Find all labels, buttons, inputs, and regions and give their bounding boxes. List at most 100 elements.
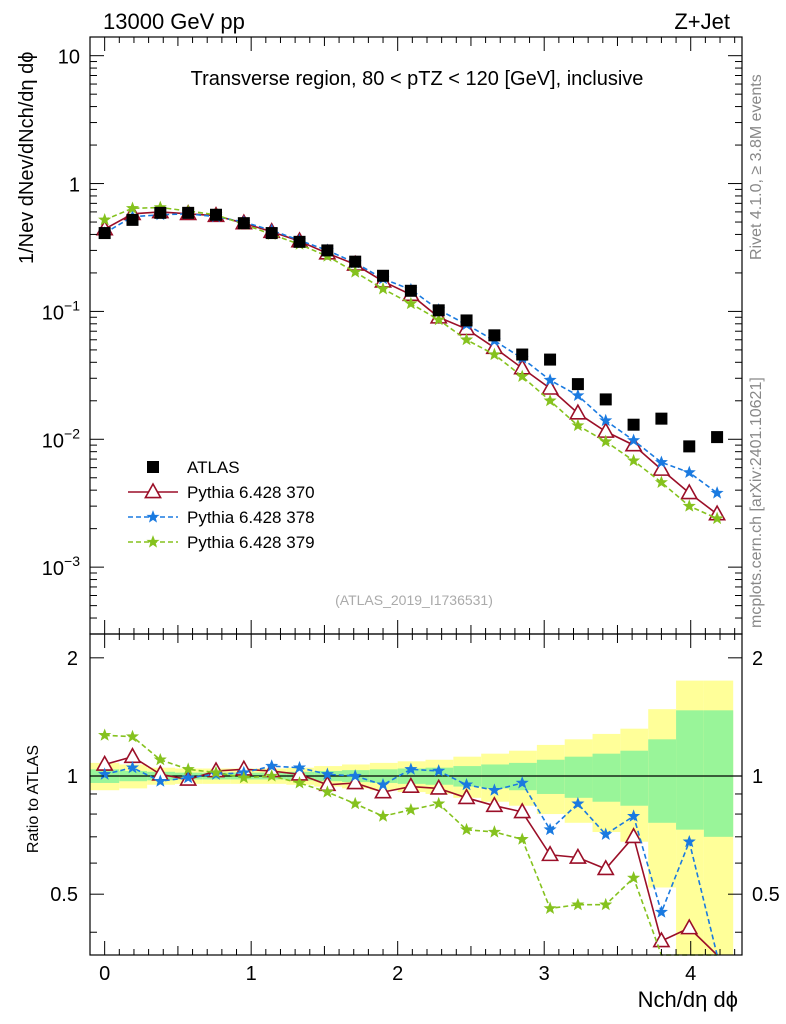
ratio-series-1-point [320,767,334,780]
main-series-0-point [98,227,111,240]
ratio-series-0-point [513,802,532,819]
ratio-y-tick-label-left: 1 [67,766,78,788]
ratio-series-1-point [543,822,557,836]
main-series-0-point [460,314,473,327]
ratio-series-1-point [292,760,307,774]
ratio-series-0-point [652,931,671,948]
ratio-series-2-point [98,728,112,741]
ratio-series-2-point [209,765,223,779]
ratio-y-axis-label: Ratio to ATLAS [25,745,42,853]
main-series-3-point [487,347,501,361]
legend-marker-atlas [147,461,159,473]
legend-label-0: ATLAS [187,458,240,477]
main-series-3-point [98,213,112,226]
main-series-3-point [404,296,418,310]
main-series-3-point [125,201,140,214]
ratio-bands [90,680,734,955]
ratio-series-0-point [374,782,392,799]
main-series-0-point [544,353,557,366]
ratio-series-2-point [153,752,167,766]
main-series-3-point [710,511,724,525]
main-series-2-point [710,486,724,499]
ratio-series-0-point [624,827,643,844]
main-series-0-point [126,213,139,226]
ratio-series-2-point [432,796,446,810]
ratio-x-axis-label: Nch/dη dϕ [638,987,738,1012]
main-panel: 10−3 10−2 10−1 1 10 Transverse region, 80 < … [16,36,743,635]
main-series-0-point [321,244,334,257]
ratio-series-0-point [485,796,504,813]
main-series-3-point [376,282,390,295]
main-y-tick-label: 10 [58,47,80,69]
ratio-series-1-point [487,783,501,796]
ratio-series-2-point [292,776,307,789]
ratio-band-inner [676,710,704,830]
ratio-series-0-point [346,773,365,790]
main-series-1-point [680,483,699,500]
process-label: Z+Jet [674,9,730,34]
ratio-series-0-point [123,747,142,764]
main-series-3-point [543,393,557,407]
ratio-band-inner [620,750,649,806]
main-series-0-point [432,304,445,317]
ratio-series-2-point [627,871,641,884]
ratio-series-1-point [125,760,140,774]
ratio-frame [89,633,743,956]
ratio-series-1-point [98,767,112,780]
main-series-3-point [515,369,529,382]
ratio-series-1-point [682,834,696,848]
main-series-0-point [293,235,306,248]
ratio-series-2-point [571,897,585,911]
main-series-0-point [182,206,195,219]
main-series-3-point [348,265,362,278]
ratio-y-tick-label-left: 0.5 [50,884,78,906]
ratio-series-2-point [515,832,529,845]
ratio-series-2-point [404,802,418,816]
ratio-series-2-point [125,729,140,743]
ratio-x-tick-label: 3 [539,963,550,985]
ratio-series-2-point [376,809,390,822]
ratio-series-2-point [348,796,362,810]
ratio-series-0-point [680,918,699,935]
main-series-2-point [654,455,668,468]
main-series-2-point [599,413,613,427]
main-series-3-point [432,312,446,326]
mcplots-side-label: mcplots.cern.ch [arXiv:2401.10621] [748,377,765,628]
main-series-0-point [404,284,417,297]
main-series-3-point [682,499,696,512]
main-series-3-point [459,332,474,346]
ratio-series-1-point [459,777,474,791]
legend-label-1: Pythia 6.428 370 [187,483,315,502]
ratio-y-tick-label-right: 2 [752,648,763,670]
main-series-2-point [627,433,641,447]
main-series-3-point [599,434,613,448]
ratio-series-2-point [265,769,279,782]
main-y-tick-label: 1 [69,175,80,197]
legend-label-3: Pythia 6.428 379 [187,533,315,552]
ratio-y-tick-label-right: 1 [752,766,763,788]
ratio-series-1-point [432,764,446,777]
ratio-axes: 0.5 0.5 1 1 2 2 0 1 2 3 4 [50,634,780,985]
ratio-series-1-point [654,905,668,918]
main-series-0-point [237,217,250,230]
ratio-band-inner [648,739,677,823]
ratio-series-1-point [153,774,167,787]
ratio-series-1-point [404,762,418,775]
ratio-series-1-line [104,765,718,956]
ratio-series-2-point [181,762,195,775]
legend-marker-2 [146,510,160,523]
main-series-1-point [568,403,587,420]
main-series-0-point [265,227,278,240]
ratio-series-2-point [237,770,251,784]
main-series-0-point [711,431,724,444]
ratio-series-1-point [181,770,195,784]
main-series-2-line [104,212,718,494]
ratio-series-1-point [571,796,585,810]
main-series-0-point [571,378,584,391]
main-title: Transverse region, 80 < pTZ < 120 [GeV],… [191,68,644,90]
ratio-panel: 0.5 0.5 1 1 2 2 0 1 2 3 4 Ratio to ATLAS Nch/dη dϕ [25,633,780,1012]
legend-marker-1 [144,482,162,499]
main-series-0-point [349,255,362,268]
main-series-2-point [543,373,557,386]
